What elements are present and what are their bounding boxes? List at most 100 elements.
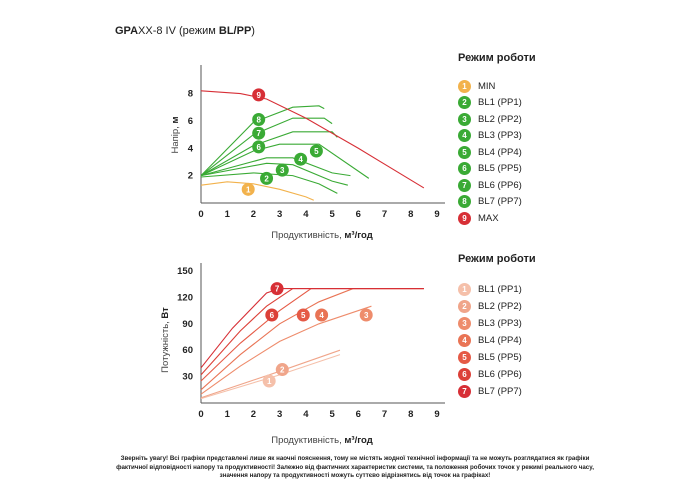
- power-y-tick: 120: [177, 292, 193, 303]
- head-xlabel-plain: Продуктивність,: [271, 230, 344, 241]
- legend-label: BL4 (PP4): [478, 146, 522, 158]
- legend-badge: 7: [458, 384, 471, 398]
- head-x-tick: 7: [382, 209, 387, 220]
- legend-item: 2 BL2 (PP2): [458, 299, 522, 313]
- head-curve-badge-2: [260, 171, 274, 185]
- head-y-tick: 6: [188, 116, 193, 127]
- power-curve-badge-2: [275, 363, 289, 377]
- head-series-line-1: [200, 181, 314, 201]
- legend-badge: 8: [458, 195, 471, 208]
- legend-item: 5 BL5 (PP5): [458, 350, 522, 364]
- legend-label: BL1 (PP1): [478, 97, 522, 108]
- legend-badge: 6: [458, 367, 471, 381]
- legend-item: 4 BL4 (PP4): [458, 333, 522, 347]
- legend-item: 7 BL6 (PP6): [458, 178, 522, 192]
- legend-label: MIN: [478, 80, 496, 92]
- page-title: GPAXX-8 IV (режим BL/PP): [115, 25, 255, 37]
- power-x-tick: 2: [251, 409, 256, 420]
- power-x-tick: 1: [225, 409, 231, 420]
- legend-label: BL3 (PP3): [478, 130, 522, 141]
- head-curve-badge-5: [309, 144, 323, 158]
- power-curve-badge-1: [262, 374, 276, 388]
- power-chart-xlabel: Продуктивність, м³/год: [271, 435, 373, 446]
- head-series-line-5: [200, 143, 370, 179]
- legend-label: BL2 (PP2): [478, 113, 522, 125]
- title-model: GPA: [115, 25, 139, 37]
- head-series-line-3: [200, 162, 348, 186]
- power-legend-title: Режим роботи: [458, 253, 536, 265]
- power-xlabel-plain: Продуктивність,: [271, 435, 344, 446]
- legend-badge: 2: [458, 299, 471, 313]
- power-x-tick: 4: [303, 409, 309, 420]
- legend-label: BL7 (PP7): [478, 196, 522, 207]
- power-series-line-6: [200, 288, 424, 376]
- legend-badge: 2: [458, 96, 471, 109]
- legend-label: BL5 (PP5): [478, 163, 522, 174]
- title-close: ): [251, 25, 255, 37]
- legend-badge: 9: [458, 211, 471, 225]
- head-series-line-2: [200, 172, 338, 194]
- power-y-tick: 150: [177, 266, 193, 277]
- power-x-tick: 6: [356, 409, 361, 420]
- power-series-line-5: [200, 288, 424, 382]
- legend-label: BL6 (PP6): [478, 179, 522, 191]
- legend-item: 5 BL4 (PP4): [458, 145, 522, 159]
- head-x-tick: 5: [329, 209, 335, 220]
- head-x-tick: 8: [408, 209, 413, 220]
- power-xlabel-bold: м³/год: [344, 435, 372, 446]
- legend-item: 7 BL7 (PP7): [458, 384, 522, 398]
- head-x-tick: 9: [434, 209, 439, 220]
- head-xlabel-bold: м³/год: [344, 230, 372, 241]
- head-curve-badge-label: 9: [256, 91, 261, 100]
- head-curve-badge-9: [252, 88, 266, 102]
- head-y-tick: 2: [188, 171, 193, 182]
- power-curve-badge-5: [296, 308, 310, 322]
- power-series-line-7: [200, 288, 424, 369]
- legend-badge: 5: [458, 145, 471, 159]
- head-curve-badge-3: [275, 163, 289, 177]
- legend-label: BL5 (PP5): [478, 351, 522, 363]
- title-mode-text: (режим: [175, 25, 219, 37]
- head-legend-title: Режим роботи: [458, 52, 536, 64]
- legend-badge: 1: [458, 79, 471, 93]
- power-curve-badge-label: 2: [280, 366, 285, 375]
- head-curve-badge-label: 3: [280, 166, 285, 175]
- power-curve-badge-7: [270, 282, 284, 296]
- power-y-tick: 90: [182, 319, 193, 330]
- power-y-tick: 60: [182, 345, 193, 356]
- head-chart-ylabel: Напір, м: [170, 117, 181, 154]
- legend-item: 6 BL5 (PP5): [458, 162, 522, 176]
- legend-label: BL1 (PP1): [478, 283, 522, 295]
- head-chart-xlabel: Продуктивність, м³/год: [271, 230, 373, 241]
- legend-badge: 4: [458, 333, 471, 347]
- head-x-tick: 4: [303, 209, 309, 220]
- head-curve-badge-7: [252, 126, 266, 140]
- head-curve-badge-label: 7: [256, 129, 261, 138]
- legend-label: BL4 (PP4): [478, 334, 522, 346]
- power-series-line-4: [200, 288, 424, 391]
- head-series-line-8: [200, 105, 325, 177]
- head-x-tick: 6: [356, 209, 361, 220]
- head-ylabel-plain: Напір,: [170, 124, 181, 154]
- legend-item: 2 BL1 (PP1): [458, 96, 522, 110]
- power-x-tick: 5: [329, 409, 335, 420]
- legend-item: 3 BL3 (PP3): [458, 316, 522, 330]
- head-x-tick: 0: [198, 209, 203, 220]
- head-series-line-9: [200, 90, 425, 189]
- power-curve-badge-label: 1: [267, 377, 272, 386]
- head-x-tick: 3: [277, 209, 282, 220]
- legend-item: 1 MIN: [458, 79, 495, 93]
- legend-item: 8 BL7 (PP7): [458, 195, 522, 209]
- legend-item: 6 BL6 (PP6): [458, 367, 522, 381]
- head-curve-badge-6: [252, 140, 266, 154]
- power-curve-badge-4: [315, 308, 329, 322]
- legend-label: BL2 (PP2): [478, 300, 522, 312]
- legend-badge: 3: [458, 112, 471, 126]
- legend-badge: 5: [458, 350, 471, 364]
- power-curve-badge-label: 3: [364, 311, 369, 320]
- head-x-tick: 1: [225, 209, 231, 220]
- legend-badge: 4: [458, 129, 471, 142]
- head-curve-badge-label: 5: [314, 147, 319, 156]
